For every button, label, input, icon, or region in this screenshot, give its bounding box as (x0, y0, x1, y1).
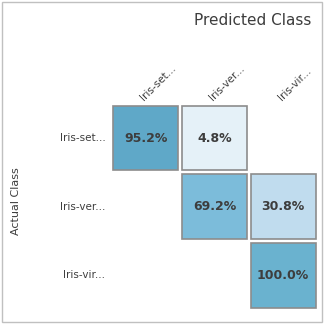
FancyBboxPatch shape (251, 174, 316, 239)
FancyBboxPatch shape (113, 106, 178, 170)
FancyBboxPatch shape (182, 174, 247, 239)
Text: 95.2%: 95.2% (124, 132, 168, 145)
Text: Actual Class: Actual Class (11, 167, 21, 235)
FancyBboxPatch shape (182, 106, 247, 170)
Text: 69.2%: 69.2% (193, 200, 236, 213)
Text: 100.0%: 100.0% (257, 269, 309, 282)
Text: Iris-set...: Iris-set... (60, 133, 105, 143)
Text: Predicted Class: Predicted Class (194, 13, 311, 28)
Text: Iris-set...: Iris-set... (139, 63, 178, 102)
Text: 30.8%: 30.8% (261, 200, 305, 213)
Text: Iris-vir...: Iris-vir... (63, 271, 105, 280)
Text: Iris-ver...: Iris-ver... (60, 202, 105, 212)
Text: Iris-ver...: Iris-ver... (207, 63, 247, 102)
Text: Iris-vir...: Iris-vir... (276, 66, 313, 102)
FancyBboxPatch shape (251, 243, 316, 308)
Text: 4.8%: 4.8% (197, 132, 232, 145)
